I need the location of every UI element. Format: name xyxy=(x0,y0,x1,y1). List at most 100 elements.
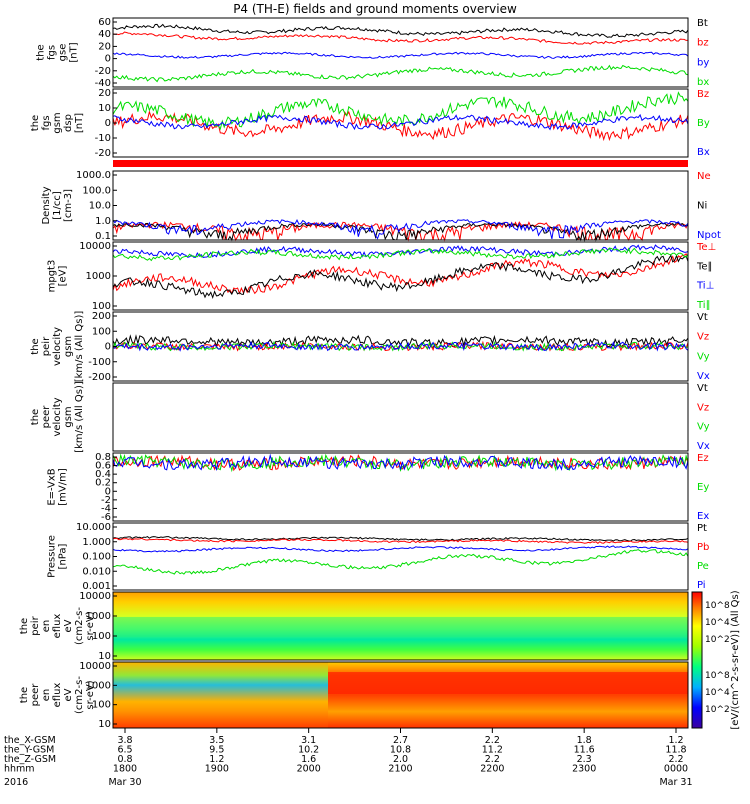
panel-density: 1000.0 100.0 10.0 1.0 0.1 Density [1/cc] [cm-3]… xyxy=(41,170,721,242)
y-tick-label: -100 xyxy=(88,357,111,368)
y-tick-label: 10 xyxy=(98,651,111,662)
spectrogram-peir_spec xyxy=(113,592,688,660)
ephemeris-value: 9.5 xyxy=(209,745,224,756)
y-axis-label: (cm2-s- xyxy=(74,607,85,645)
y-tick-label: 0.001 xyxy=(82,581,111,592)
y-tick-label: 1000.0 xyxy=(76,170,111,181)
y-tick-label: 10 xyxy=(98,719,111,730)
legend-density-2: Npot xyxy=(697,230,721,241)
ephemeris-value: 2300 xyxy=(572,764,596,775)
ephemeris-value: 1.2 xyxy=(668,735,683,746)
ephemeris-value: 1900 xyxy=(205,764,229,775)
panel-efield: 0.80.60.40.20-2-4-6 E=-VxB [mV/m] Ez Ey Ex xyxy=(47,452,710,523)
legend-peir_vel-0: Vt xyxy=(697,312,708,323)
series-line-fgs-1 xyxy=(112,31,689,45)
ephemeris-value: 1.8 xyxy=(577,735,592,746)
y-tick-label: 20 xyxy=(98,41,111,52)
y-tick-label: 1000 xyxy=(86,611,111,622)
y-tick-label: 0 xyxy=(105,486,111,497)
series-line-fgs_gsm-2 xyxy=(112,113,689,131)
legend-peir_vel-1: Vz xyxy=(697,332,709,343)
panel-temp: 10000 1000 100 mpgt3 [eV] Te⊥ Te∥ Ti⊥ Ti∥ xyxy=(47,241,717,312)
y-axis-label: fgs xyxy=(41,115,52,130)
y-axis-label: velocity xyxy=(52,397,63,436)
ephemeris-value: 2.2 xyxy=(485,735,500,746)
panel-frame xyxy=(112,241,689,311)
legend-temp-3: Ti∥ xyxy=(696,300,711,311)
legend-fgs-2: by xyxy=(697,57,709,68)
y-axis-label: (cm2-s- xyxy=(74,676,85,714)
y-axis-label: the xyxy=(30,338,41,354)
ephemeris-value: 11.6 xyxy=(574,745,595,756)
y-tick-label: 100 xyxy=(92,631,111,642)
y-tick-label: 10.0 xyxy=(89,201,111,212)
panel-peir_vel: 200 100 0 -100 -200 the peir velocity gsm [km/s (… xyxy=(30,311,710,383)
ephemeris-value: 0000 xyxy=(664,764,688,775)
ephemeris-row-label: the_X-GSM xyxy=(4,735,56,746)
ephemeris-value: 3.5 xyxy=(209,735,224,746)
y-axis-label: peir xyxy=(41,336,52,356)
y-axis-label: eV xyxy=(63,619,74,632)
y-tick-label: 0.1 xyxy=(95,231,111,242)
y-tick-label: 1.000 xyxy=(82,537,111,548)
panel-peer_vel: the peer velocity gsm [km/s (All Qs)] Vt Vz Vy V… xyxy=(30,381,710,453)
series-line-temp-1 xyxy=(112,254,689,300)
y-axis-label: Density xyxy=(41,186,52,224)
y-axis-label: en xyxy=(41,620,52,633)
y-tick-label: 60 xyxy=(98,17,111,28)
series-line-temp-3 xyxy=(112,247,689,262)
y-tick-label: -200 xyxy=(88,372,111,383)
legend-pressure-1: Pb xyxy=(697,542,709,553)
y-tick-label: 40 xyxy=(98,29,111,40)
y-axis-label: peir xyxy=(30,615,41,635)
spectrogram-mid-band xyxy=(113,617,688,637)
y-axis-label: [eV] xyxy=(58,266,69,287)
series-line-efield-0 xyxy=(112,454,689,472)
ephemeris-value: 2100 xyxy=(388,764,412,775)
y-axis-label: the xyxy=(19,687,30,703)
y-axis-label: sr-eV) xyxy=(85,611,96,640)
y-axis-label: [km/s (All Qs)] xyxy=(74,381,85,453)
y-axis-label: dsp xyxy=(63,114,74,132)
y-tick-label: -10 xyxy=(95,133,111,144)
quality-flag-bar xyxy=(113,160,688,167)
legend-fgs-0: Bt xyxy=(697,18,708,29)
y-axis-label: eflux xyxy=(52,683,63,708)
y-axis-label: sr-eV) xyxy=(85,680,96,709)
series-line-temp-0 xyxy=(112,253,689,295)
y-tick-label: 0 xyxy=(105,342,111,353)
y-tick-label: 0.6 xyxy=(95,461,111,472)
series-line-pressure-3 xyxy=(112,545,689,553)
y-axis-label: the xyxy=(30,115,41,131)
legend-fgs_gsm-1: By xyxy=(697,118,710,129)
colorbar-tick: 10^4 xyxy=(705,618,730,628)
series-line-fgs-3 xyxy=(112,64,689,83)
y-axis-label: eV xyxy=(63,688,74,701)
y-axis-label: the xyxy=(36,44,47,60)
series-line-density-1 xyxy=(112,222,689,242)
series-line-fgs-0 xyxy=(112,23,689,38)
panel-frame xyxy=(112,17,689,88)
panel-fgs_gsm: 20 10 0 -10 -20 the fgs gsm dsp [nT] Bz By Bx xyxy=(30,88,710,159)
ephemeris-value: 2.2 xyxy=(485,754,500,765)
y-tick-label: -20 xyxy=(95,66,111,77)
series-line-pressure-2 xyxy=(112,549,689,575)
y-tick-label: 100 xyxy=(92,301,111,312)
ephemeris-value: 10.2 xyxy=(298,745,319,756)
colorbar-tick-lower: 10^2 xyxy=(705,705,730,715)
legend-fgs-1: bz xyxy=(697,38,709,49)
legend-temp-0: Te⊥ xyxy=(696,242,716,253)
y-axis-label: fgs xyxy=(47,45,58,60)
y-axis-label: gsm xyxy=(63,336,74,357)
series-line-pressure-0 xyxy=(112,536,689,542)
y-axis-label: E=-VxB xyxy=(47,468,58,505)
ephemeris-value: 1.2 xyxy=(209,754,224,765)
series-line-pressure-1 xyxy=(112,537,689,544)
legend-efield-2: Ex xyxy=(697,511,709,522)
legend-density-1: Ni xyxy=(697,201,707,212)
y-axis-label: [cm-3] xyxy=(63,189,74,222)
y-tick-label: 1000 xyxy=(86,271,111,282)
y-axis-label: en xyxy=(41,689,52,702)
